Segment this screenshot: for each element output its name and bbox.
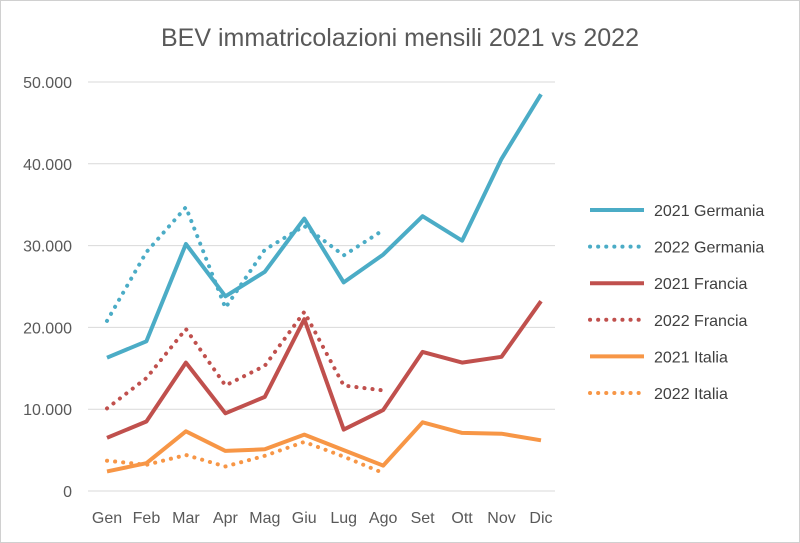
legend-label: 2022 Germania [654, 240, 764, 257]
y-tick-label: 30.000 [23, 239, 72, 256]
y-tick-label: 40.000 [23, 157, 72, 174]
x-tick-label: Mag [249, 510, 280, 527]
legend: 2021 Germania 2022 Germania 2021 Francia 20… [588, 203, 764, 403]
x-tick-label: Dic [529, 510, 552, 527]
series-line [106, 300, 543, 440]
x-tick-label: Apr [213, 510, 239, 527]
series-line [105, 439, 386, 475]
y-tick-label: 10.000 [23, 402, 72, 419]
x-tick-label: Gen [92, 510, 122, 527]
chart-title: BEV immatricolazioni mensili 2021 vs 202… [161, 24, 639, 52]
grid-lines [88, 81, 555, 492]
legend-label: 2022 Italia [654, 386, 728, 403]
y-tick-label: 50.000 [23, 75, 72, 92]
x-axis-ticks: Gen Feb Mar Apr Mag Giu Lug Ago Set Ott Nov Dic [92, 510, 553, 527]
series-line [106, 93, 543, 360]
legend-label: 2021 Germania [654, 203, 764, 220]
x-tick-label: Mar [172, 510, 200, 527]
x-tick-label: Ago [369, 510, 398, 527]
legend-label: 2021 Francia [654, 276, 747, 293]
x-tick-label: Set [411, 510, 436, 527]
legend-label: 2022 Francia [654, 313, 747, 330]
legend-label: 2021 Italia [654, 349, 728, 366]
series-line [105, 309, 386, 411]
x-tick-label: Lug [330, 510, 357, 527]
x-tick-label: Feb [133, 510, 161, 527]
x-tick-label: Nov [487, 510, 515, 527]
series-line [106, 420, 542, 474]
y-tick-label: 20.000 [23, 320, 72, 337]
y-tick-label: 0 [63, 484, 72, 501]
y-axis-ticks: 0 10.000 20.000 30.000 40.000 50.000 [23, 75, 72, 501]
series-line [105, 205, 386, 323]
x-tick-label: Ott [451, 510, 473, 527]
series-lines [105, 93, 543, 475]
x-tick-label: Giu [292, 510, 317, 527]
